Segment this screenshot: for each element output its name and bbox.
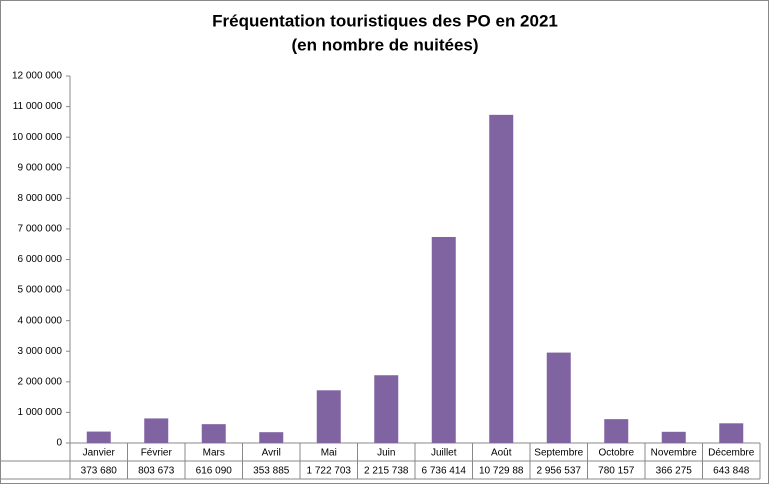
x-tick-label: Juillet xyxy=(431,448,457,459)
bar xyxy=(201,424,226,443)
x-tick-label: Mai xyxy=(321,448,337,459)
y-tick-label: 5 000 000 xyxy=(18,285,63,296)
table-value: 2 215 738 xyxy=(364,466,409,477)
bar xyxy=(144,418,169,443)
y-tick-label: 2 000 000 xyxy=(18,376,63,387)
y-tick-label: 12 000 000 xyxy=(12,71,62,82)
bar xyxy=(259,432,284,443)
table-value: 366 275 xyxy=(656,466,693,477)
x-tick-label: Janvier xyxy=(83,448,116,459)
bar xyxy=(374,375,399,443)
table-value: 803 673 xyxy=(138,466,175,477)
y-tick-label: 3 000 000 xyxy=(18,346,63,357)
x-tick-label: Juin xyxy=(377,448,395,459)
table-value: 2 956 537 xyxy=(537,466,582,477)
bar xyxy=(546,352,571,443)
chart-subtitle: (en nombre de nuitées) xyxy=(291,35,478,54)
y-tick-label: 1 000 000 xyxy=(18,407,63,418)
x-tick-label: Novembre xyxy=(651,448,698,459)
x-tick-label: Mars xyxy=(203,448,225,459)
bar xyxy=(604,419,629,443)
y-tick-label: 8 000 000 xyxy=(18,193,63,204)
x-tick-label: Décembre xyxy=(708,448,755,459)
bar xyxy=(489,114,514,443)
y-tick-label: 0 xyxy=(56,438,62,449)
bar xyxy=(719,423,744,443)
bar xyxy=(86,431,111,443)
table-value: 780 157 xyxy=(598,466,635,477)
table-value: 353 885 xyxy=(253,466,290,477)
table-value: 6 736 414 xyxy=(422,466,467,477)
y-tick-label: 4 000 000 xyxy=(18,315,63,326)
y-tick-label: 11 000 000 xyxy=(13,101,63,112)
y-tick-label: 9 000 000 xyxy=(18,162,63,173)
y-tick-label: 6 000 000 xyxy=(18,254,63,265)
table-value: 10 729 88 xyxy=(479,466,524,477)
bar xyxy=(316,390,341,443)
x-tick-label: Août xyxy=(491,448,512,459)
table-value: 373 680 xyxy=(81,466,118,477)
x-tick-label: Avril xyxy=(262,448,281,459)
y-tick-label: 7 000 000 xyxy=(18,224,63,235)
bar xyxy=(431,236,456,443)
bar xyxy=(661,431,686,443)
table-value: 643 848 xyxy=(713,466,750,477)
x-tick-label: Octobre xyxy=(598,448,634,459)
y-tick-label: 10 000 000 xyxy=(12,132,62,143)
table-value: 616 090 xyxy=(196,466,233,477)
table-value: 1 722 703 xyxy=(307,466,352,477)
x-tick-label: Février xyxy=(141,448,173,459)
x-tick-label: Septembre xyxy=(534,448,583,459)
chart-title: Fréquentation touristiques des PO en 202… xyxy=(212,11,558,30)
